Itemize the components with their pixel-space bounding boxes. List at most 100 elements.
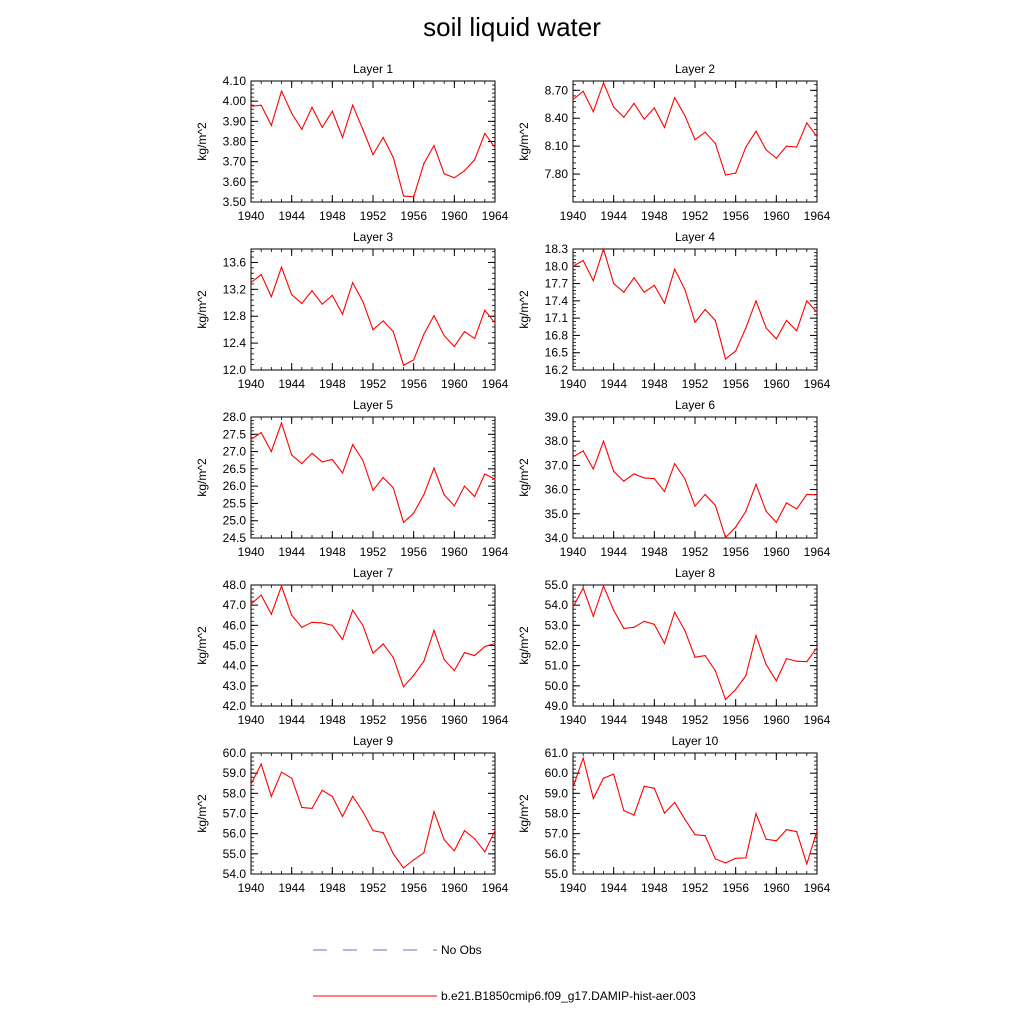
x-tick-label: 1952 <box>360 377 387 391</box>
y-tick-label: 56.0 <box>223 827 247 841</box>
y-tick-label: 48.0 <box>223 578 247 592</box>
data-point <box>474 159 476 161</box>
x-tick-label: 1948 <box>641 713 668 727</box>
data-point <box>765 327 767 329</box>
data-point <box>704 308 706 311</box>
x-tick-label: 1948 <box>319 377 346 391</box>
y-tick-label: 25.5 <box>223 496 247 510</box>
series-line <box>572 439 818 539</box>
x-tick-label: 1964 <box>804 209 831 223</box>
data-point <box>633 473 635 475</box>
data-point <box>674 463 676 465</box>
y-tick-label: 37.0 <box>545 458 569 472</box>
plot-frame <box>572 416 818 539</box>
y-tick-label: 34.0 <box>545 531 569 545</box>
data-point <box>633 102 635 104</box>
x-tick-label: 1940 <box>560 209 587 223</box>
y-axis-label: kg/m^2 <box>195 458 209 497</box>
data-point <box>270 450 272 453</box>
data-point <box>280 90 283 92</box>
data-point <box>633 814 635 816</box>
data-point <box>785 829 788 831</box>
series-line <box>250 89 496 198</box>
data-point <box>694 656 696 658</box>
data-point <box>572 606 574 608</box>
x-tick-label: 1956 <box>722 545 749 559</box>
panel-title: Layer 3 <box>353 230 393 244</box>
data-point <box>463 331 466 333</box>
data-point <box>775 680 777 682</box>
data-point <box>653 623 655 625</box>
data-point <box>352 104 354 106</box>
data-point <box>321 126 323 128</box>
panel-8: Layer 8 1940 1944 1948 1952 1956 1960 1964 49.0 5… <box>517 566 831 727</box>
y-axis-label: kg/m^2 <box>517 626 531 665</box>
x-tick-label: 1956 <box>400 377 427 391</box>
data-point <box>433 629 435 631</box>
data-point <box>684 478 686 480</box>
x-tick-label: 1964 <box>482 881 509 895</box>
data-point <box>341 472 344 474</box>
data-point <box>453 177 455 179</box>
x-tick-label: 1944 <box>278 209 305 223</box>
x-tick-label: 1956 <box>722 377 749 391</box>
x-tick-label: 1940 <box>238 713 265 727</box>
data-point <box>592 615 594 617</box>
data-point <box>413 196 415 198</box>
data-point <box>260 594 262 596</box>
x-tick-label: 1952 <box>360 713 387 727</box>
panel-9: Layer 9 1940 1944 1948 1952 1956 1960 1964 54.0 5… <box>195 734 509 895</box>
data-point <box>280 422 283 424</box>
data-point <box>765 664 767 666</box>
x-tick-label: 1940 <box>238 545 265 559</box>
data-point <box>362 624 364 626</box>
panel-3: Layer 3 1940 1944 1948 1952 1956 1960 1964 12.0 1… <box>195 230 509 391</box>
data-point <box>484 851 486 853</box>
y-tick-label: 53.0 <box>545 618 569 632</box>
data-point <box>796 146 798 148</box>
data-point <box>755 130 757 132</box>
y-tick-label: 8.40 <box>545 111 569 125</box>
data-point <box>474 337 476 340</box>
x-tick-label: 1940 <box>238 209 265 223</box>
data-point <box>291 454 293 456</box>
data-point <box>755 812 757 815</box>
plot-frame <box>572 248 818 371</box>
data-point <box>331 795 333 797</box>
data-point <box>572 786 574 788</box>
data-point <box>806 863 808 865</box>
data-point <box>653 284 655 286</box>
y-tick-label: 47.0 <box>223 598 247 612</box>
y-tick-label: 50.0 <box>545 679 569 693</box>
data-point <box>653 787 655 789</box>
data-point <box>362 128 364 130</box>
data-point <box>755 300 757 302</box>
data-point <box>260 104 262 106</box>
x-tick-label: 1948 <box>319 545 346 559</box>
data-point <box>382 643 384 645</box>
data-point <box>352 609 354 611</box>
y-tick-label: 45.0 <box>223 639 247 653</box>
x-tick-label: 1952 <box>682 377 709 391</box>
data-point <box>423 163 425 165</box>
x-tick-label: 1948 <box>319 209 346 223</box>
data-point <box>745 857 747 859</box>
y-tick-label: 49.0 <box>545 699 569 713</box>
data-point <box>694 505 696 507</box>
panel-title: Layer 2 <box>675 62 715 76</box>
x-tick-label: 1964 <box>482 209 509 223</box>
data-point <box>291 614 293 616</box>
panel-6: Layer 6 1940 1944 1948 1952 1956 1960 1964 34.0 3… <box>517 398 831 559</box>
data-point <box>643 785 645 787</box>
data-point <box>260 763 262 765</box>
data-point <box>785 502 788 504</box>
y-tick-label: 16.5 <box>545 346 569 360</box>
y-tick-label: 46.0 <box>223 618 247 632</box>
plot-frame <box>572 752 818 875</box>
data-point <box>443 494 445 496</box>
data-point <box>572 99 574 101</box>
data-point <box>714 670 716 672</box>
legend-label-model-run: b.e21.B1850cmip6.f09_g17.DAMIP-hist-aer.… <box>441 989 696 1003</box>
y-tick-label: 17.4 <box>545 294 569 308</box>
data-point <box>724 698 727 701</box>
